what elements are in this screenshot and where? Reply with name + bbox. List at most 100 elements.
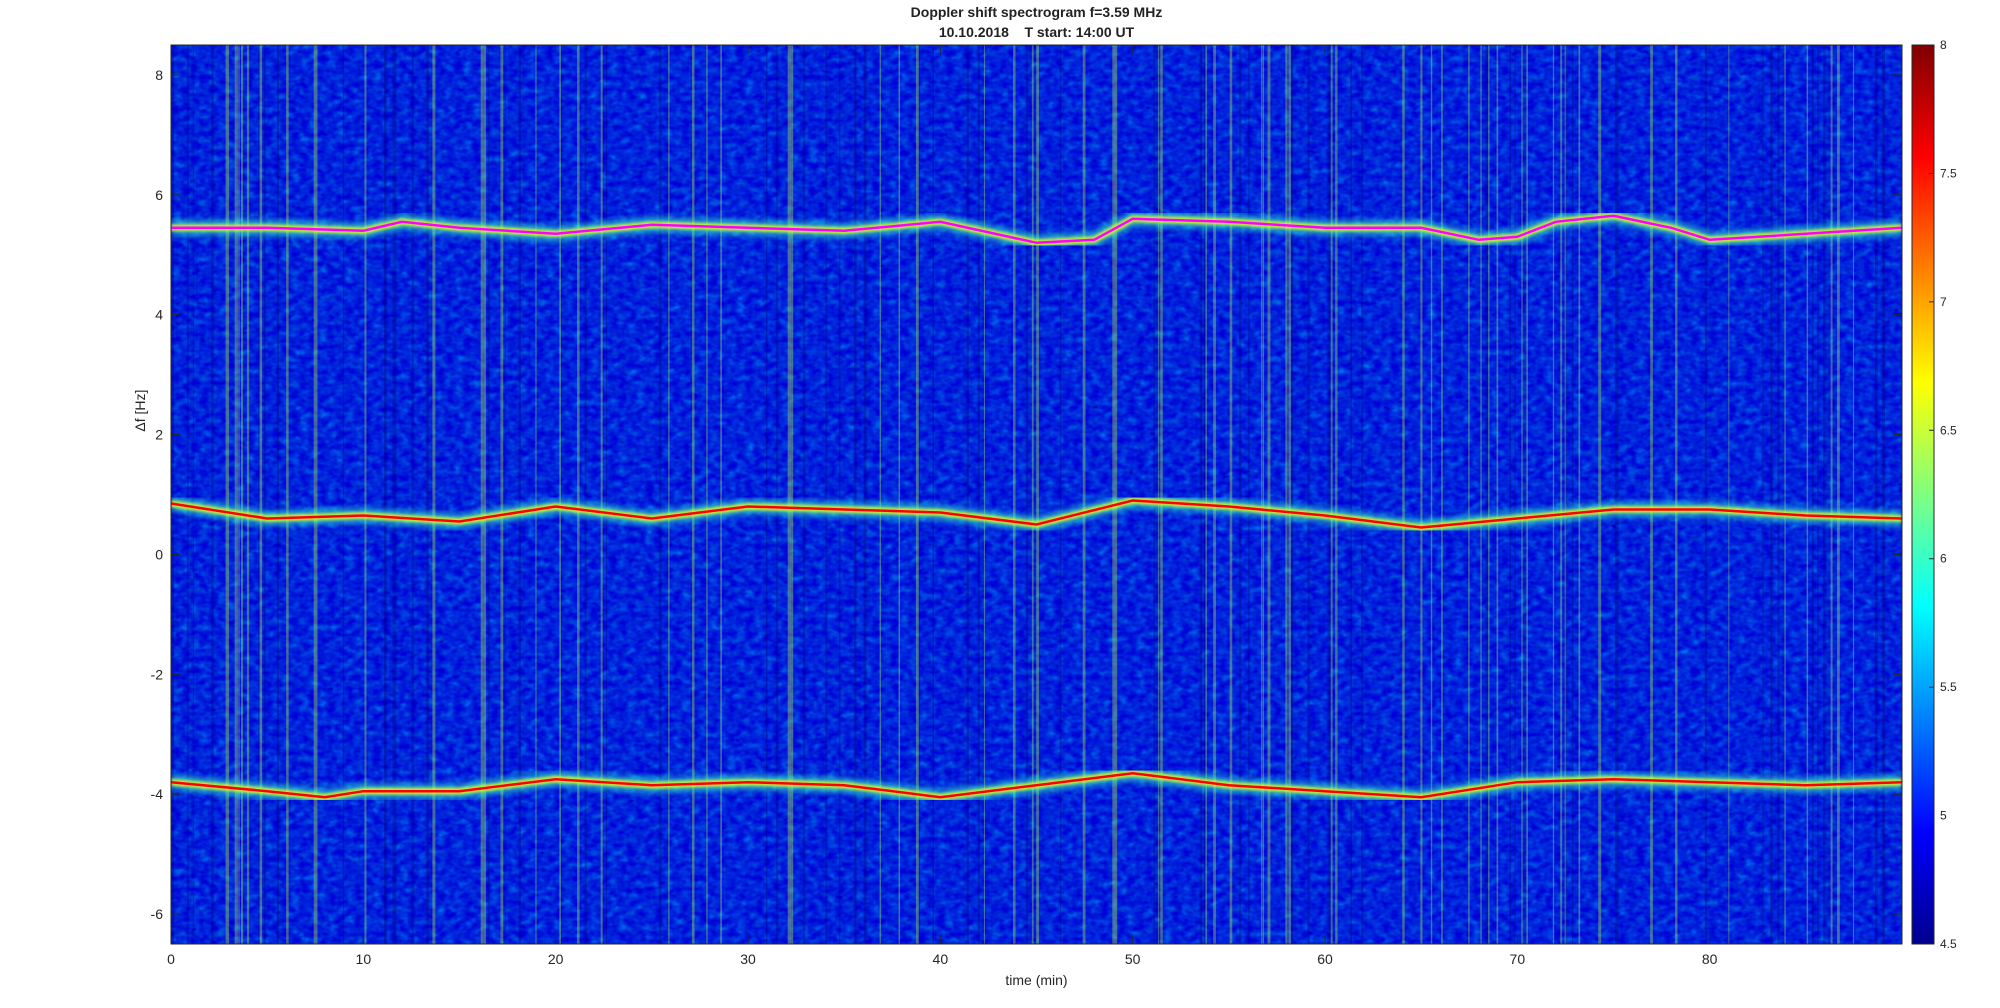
heatmap-stripes [171, 45, 1886, 944]
colorbar-tick-label: 5 [1940, 809, 1947, 823]
heatmap-stripe [584, 45, 587, 944]
heatmap-stripe [225, 45, 229, 944]
heatmap-stripe [186, 45, 189, 944]
heatmap-stripe [917, 45, 920, 944]
heatmap-stripe [432, 45, 436, 944]
heatmap-stripe [1485, 45, 1489, 944]
heatmap-stripe [577, 45, 580, 944]
heatmap-stripe [791, 45, 794, 944]
heatmap-stripe [932, 45, 934, 944]
heatmap-stripe [1852, 45, 1855, 944]
colorbar-tick-label: 5.5 [1940, 680, 1957, 694]
heatmap-stripe [1239, 45, 1242, 944]
heatmap-stripe [967, 45, 969, 944]
heatmap-stripe [825, 45, 828, 944]
heatmap-stripe [606, 45, 608, 944]
heatmap-stripe [1650, 45, 1653, 944]
heatmap-stripe [1560, 45, 1563, 944]
heatmap-stripe [1248, 45, 1250, 944]
x-tick-label: 20 [548, 951, 564, 967]
heatmap-stripe [238, 45, 240, 944]
heatmap-stripe [1261, 45, 1263, 944]
y-tick-label: -2 [151, 666, 164, 682]
heatmap-stripe [1817, 45, 1819, 944]
heatmap-stripe [692, 45, 695, 944]
heatmap-stripe [1285, 45, 1288, 944]
heatmap-stripe [1036, 45, 1040, 944]
heatmap-stripe [1025, 45, 1029, 944]
heatmap-stripe [1199, 45, 1203, 944]
x-tick-label: 50 [1125, 951, 1141, 967]
x-tick-label: 10 [356, 951, 372, 967]
colorbar-tick-label: 6.5 [1940, 423, 1957, 437]
heatmap-stripe [1420, 45, 1423, 944]
heatmap-stripe [383, 45, 387, 944]
heatmap-stripe [765, 45, 768, 944]
heatmap-stripe [1262, 45, 1264, 944]
y-axis-label: Δf [Hz] [132, 390, 148, 432]
heatmap-stripe [411, 45, 415, 944]
heatmap-stripe [263, 45, 266, 944]
heatmap-stripe [211, 45, 214, 944]
heatmap-stripe [227, 45, 230, 944]
heatmap-stripe [838, 45, 841, 944]
heatmap-stripe [966, 45, 969, 944]
trace-1-line [171, 499, 1902, 529]
heatmap-stripe [854, 45, 857, 944]
heatmap-stripe [1564, 45, 1567, 944]
heatmap-stripe [1229, 45, 1233, 944]
heatmap-stripe [315, 45, 318, 944]
heatmap-stripe [487, 45, 490, 944]
heatmap-stripe [483, 45, 487, 944]
spectrogram-traces [171, 207, 1902, 806]
heatmap-stripe [1430, 45, 1433, 944]
x-tick-label: 60 [1317, 951, 1333, 967]
y-tick-label: 6 [155, 187, 163, 203]
y-tick-label: 0 [155, 546, 163, 562]
heatmap-stripe [1013, 45, 1016, 944]
heatmap-stripe [1882, 45, 1886, 944]
heatmap-stripe [393, 45, 397, 944]
heatmap-stripe [1675, 45, 1677, 944]
chart-title: Doppler shift spectrogram f=3.59 MHz [911, 4, 1163, 20]
heatmap-stripe [500, 45, 502, 944]
heatmap-stripe [1327, 45, 1330, 944]
heatmap-stripe [236, 45, 238, 944]
heatmap-stripe [706, 45, 708, 944]
heatmap-stripe [1811, 45, 1814, 944]
x-axis-label: time (min) [1005, 972, 1067, 988]
heatmap-stripe [192, 45, 194, 944]
x-axis: 0 10 20 30 40 50 60 70 80 [167, 45, 1718, 967]
heatmap-stripe [364, 45, 367, 944]
heatmap-stripe [1350, 45, 1353, 944]
heatmap-stripe [1762, 45, 1764, 944]
heatmap-stripe [501, 45, 504, 944]
heatmap-stripe [1675, 45, 1678, 944]
heatmap-stripe [1822, 45, 1826, 944]
heatmap-stripe [1328, 45, 1331, 944]
heatmap-stripe [240, 45, 243, 944]
heatmap-stripe [787, 45, 791, 944]
colorbar-tick-label: 7.5 [1940, 166, 1957, 180]
heatmap-stripe [1205, 45, 1207, 944]
heatmap-stripe [518, 45, 521, 944]
colorbar-axis: 4.5 5 5.5 6 6.5 7 7.5 8 [1929, 38, 1957, 951]
heatmap-stripe [276, 45, 280, 944]
heatmap-stripe [1552, 45, 1555, 944]
heatmap-stripe [898, 45, 901, 944]
heatmap-stripe [915, 45, 919, 944]
spectrogram-plot-area [171, 45, 1902, 944]
heatmap-stripe [1496, 45, 1499, 944]
x-tick-label: 80 [1702, 951, 1718, 967]
heatmap-stripe [1059, 45, 1062, 944]
heatmap-stripe [1329, 45, 1333, 944]
heatmap-stripe [1728, 45, 1730, 944]
heatmap-stripe [1288, 45, 1291, 944]
heatmap-stripe [1806, 45, 1809, 944]
heatmap-stripe [1013, 45, 1016, 944]
heatmap-stripe [1213, 45, 1216, 944]
heatmap-stripe [1441, 45, 1443, 944]
colorbar [1911, 44, 1935, 945]
heatmap-stripe [313, 45, 316, 944]
